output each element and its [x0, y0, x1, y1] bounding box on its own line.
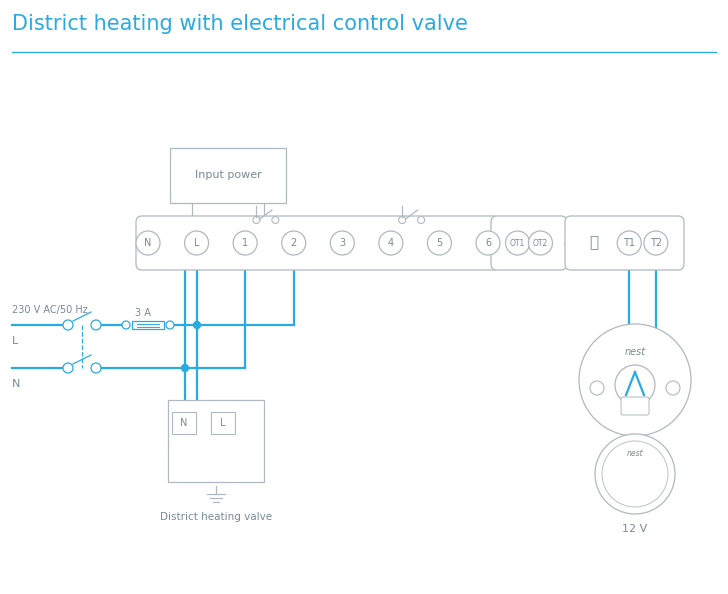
- Circle shape: [91, 320, 101, 330]
- Text: 1: 1: [242, 238, 248, 248]
- Circle shape: [590, 381, 604, 395]
- Text: 3: 3: [339, 238, 345, 248]
- Circle shape: [615, 365, 655, 405]
- Text: 5: 5: [436, 238, 443, 248]
- Circle shape: [666, 381, 680, 395]
- Circle shape: [399, 216, 405, 223]
- Text: OT2: OT2: [533, 239, 548, 248]
- Text: OT1: OT1: [510, 239, 525, 248]
- Circle shape: [595, 434, 675, 514]
- Text: L: L: [12, 336, 18, 346]
- Text: 12 V: 12 V: [622, 524, 648, 534]
- Text: 4: 4: [388, 238, 394, 248]
- Circle shape: [253, 216, 260, 223]
- Text: T1: T1: [623, 238, 636, 248]
- Text: 3 A: 3 A: [135, 308, 151, 318]
- Text: District heating valve: District heating valve: [160, 512, 272, 522]
- Circle shape: [418, 216, 424, 223]
- Text: 6: 6: [485, 238, 491, 248]
- Circle shape: [331, 231, 355, 255]
- Circle shape: [476, 231, 500, 255]
- Circle shape: [233, 231, 257, 255]
- Circle shape: [579, 324, 691, 436]
- FancyBboxPatch shape: [621, 397, 649, 415]
- Circle shape: [166, 321, 174, 329]
- Circle shape: [617, 231, 641, 255]
- Text: N: N: [12, 379, 20, 389]
- Circle shape: [602, 441, 668, 507]
- Circle shape: [136, 231, 160, 255]
- Text: ⏚: ⏚: [590, 235, 598, 251]
- Circle shape: [282, 231, 306, 255]
- Text: L: L: [194, 238, 199, 248]
- Text: nest: nest: [627, 450, 644, 459]
- Text: N: N: [181, 418, 188, 428]
- Circle shape: [427, 231, 451, 255]
- Text: 2: 2: [290, 238, 297, 248]
- Circle shape: [379, 231, 403, 255]
- Text: 230 V AC/50 Hz: 230 V AC/50 Hz: [12, 305, 88, 315]
- Circle shape: [529, 231, 553, 255]
- FancyBboxPatch shape: [211, 412, 235, 434]
- Text: N: N: [144, 238, 151, 248]
- Circle shape: [185, 231, 208, 255]
- Circle shape: [644, 231, 668, 255]
- Circle shape: [505, 231, 529, 255]
- Circle shape: [91, 363, 101, 373]
- FancyBboxPatch shape: [136, 216, 500, 270]
- FancyBboxPatch shape: [565, 216, 684, 270]
- FancyBboxPatch shape: [172, 412, 196, 434]
- Circle shape: [122, 321, 130, 329]
- Circle shape: [181, 365, 189, 371]
- Text: District heating with electrical control valve: District heating with electrical control…: [12, 14, 468, 34]
- Circle shape: [63, 363, 73, 373]
- FancyBboxPatch shape: [491, 216, 567, 270]
- FancyBboxPatch shape: [170, 148, 286, 203]
- FancyBboxPatch shape: [132, 321, 164, 329]
- Text: L: L: [221, 418, 226, 428]
- Text: T2: T2: [650, 238, 662, 248]
- Circle shape: [63, 320, 73, 330]
- Text: nest: nest: [625, 347, 646, 357]
- FancyBboxPatch shape: [168, 400, 264, 482]
- Circle shape: [272, 216, 279, 223]
- Text: Input power: Input power: [194, 170, 261, 181]
- Circle shape: [194, 321, 200, 328]
